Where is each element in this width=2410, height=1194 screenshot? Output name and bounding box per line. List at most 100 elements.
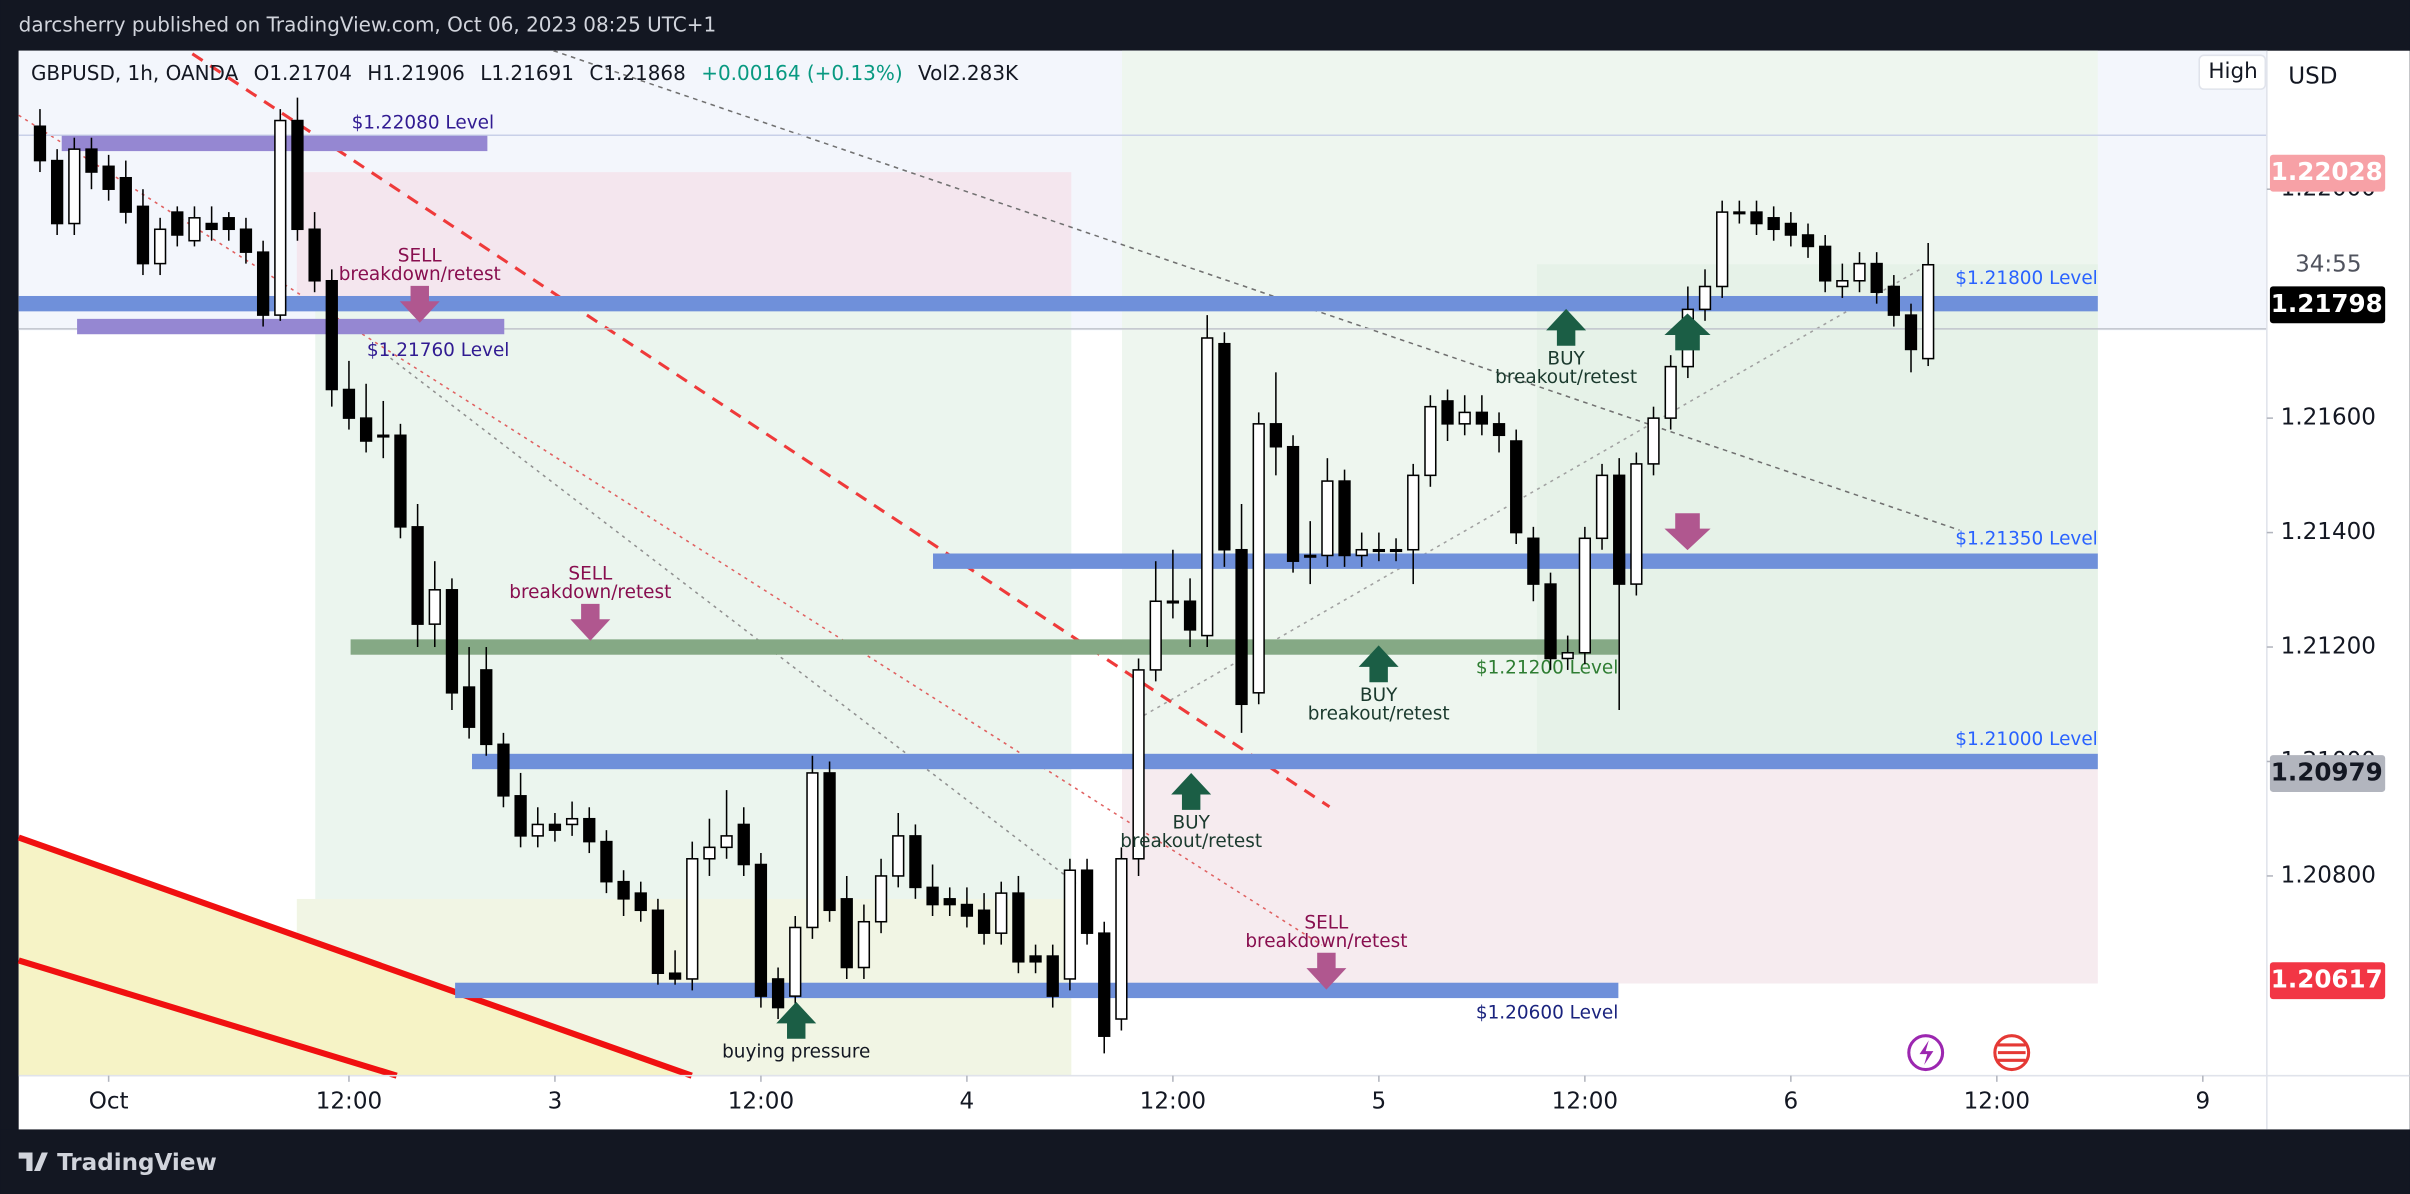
candle-body [617,880,630,900]
x-tick-label: 5 [1372,1088,1387,1114]
candle-body [1613,474,1626,585]
candle-body [205,222,218,231]
candle-body [1304,554,1317,558]
x-tick-label: 12:00 [1964,1088,2030,1114]
signal-note: breakdown/retest [339,264,501,285]
legend-item: H1.21906 [367,60,465,84]
candle-body [1767,217,1780,231]
candle-body [1389,548,1403,553]
countdown: 34:55 [2295,251,2361,277]
candle-body [600,840,613,883]
high-button[interactable] [2198,54,2267,90]
publisher-line: darcsherry published on TradingView.com,… [19,13,717,37]
level-band [18,295,2098,312]
candle-body [1647,417,1660,465]
buy-arrow [776,1001,817,1039]
sell-arrow [1664,513,1711,551]
candle-body [188,217,201,242]
candle-body [1046,955,1059,997]
footer-bar [0,1129,2410,1194]
candle-body [497,743,510,797]
legend-item: +0.00164 (+0.13%) [701,60,902,84]
price-badge [2269,154,2386,192]
y-tick-label: 1.21200 [2281,634,2376,660]
candle-body [119,176,132,213]
candle-body [926,886,939,906]
candle-body [995,892,1008,934]
candle-body [703,846,716,860]
candle-body [1819,245,1832,282]
trend-line [553,49,1960,531]
candle-body [1012,892,1025,963]
candle-body [1269,423,1283,448]
candle-body [274,119,287,316]
level-band [350,639,1619,655]
candle-body [1252,423,1265,694]
candle-body [1698,285,1712,311]
candle-body [1149,600,1162,671]
candle-body [1355,548,1368,557]
signal-note: buying pressure [722,1042,870,1063]
candle-body [1510,440,1523,534]
level-label: $1.21000 Level [1955,729,2098,750]
x-tick-label: 3 [548,1088,563,1114]
price-badge [2269,755,2386,792]
buy-arrow [1546,308,1587,346]
level-label: $1.21350 Level [1955,529,2098,550]
level-label: $1.21800 Level [1955,268,2098,289]
x-tick-label: 12:00 [1552,1088,1618,1114]
candle-body [1784,222,1797,236]
y-tick-label: 1.20800 [2281,862,2376,888]
y-tick-label: 1.21600 [2281,405,2376,431]
buy-arrow [1358,645,1399,683]
price-badge [2269,962,2386,1000]
high-button-label[interactable]: High [2208,59,2257,84]
legend-item: L1.21691 [480,60,574,84]
candle-body [1801,234,1815,248]
candle-body [1716,211,1729,288]
candle-body [686,858,699,980]
trend-line [17,957,398,1079]
candle-body [1561,651,1574,660]
symbol-legend: GBPUSD, 1h, OANDA O1.21704 H1.21906 L1.2169… [31,60,1019,84]
candle-body [239,228,253,253]
candle-body [377,434,390,438]
candle-body [222,217,235,231]
candle-body [943,898,956,906]
candle-body [583,817,596,843]
price-badge [2269,286,2386,324]
legend-item: Vol2.283K [918,60,1019,84]
price-badge-label: 1.21798 [2271,289,2383,318]
candle-body [428,589,441,625]
signal-note: breakout/retest [1308,704,1450,725]
candle-body [1750,211,1763,225]
candle-body [1578,537,1592,654]
currency[interactable]: USD [2288,63,2337,89]
candle-body [1080,869,1094,934]
candle-body [1218,342,1231,551]
signal-label: BUY [1547,349,1585,370]
signal-label: SELL [568,564,613,585]
candle-body [1544,583,1557,660]
candle-body [68,148,81,225]
level-band [455,982,1619,999]
candle-body [171,211,184,236]
candle-body [1458,411,1471,425]
price-badge-label: 1.20617 [2271,965,2383,994]
x-tick-label: 4 [960,1088,975,1114]
level-band [933,553,2098,569]
candle-body [394,434,407,528]
candle-body [1166,600,1180,604]
candle-body [1183,600,1197,631]
candle-body [308,228,321,282]
candle-body [1321,480,1334,557]
candle-body [1836,280,1849,288]
candle-body [480,669,493,746]
countdown-box [2269,246,2409,284]
legend-item: C1.21868 [589,60,686,84]
candle-body [789,926,802,997]
candle-body [1527,537,1540,585]
price-badge-label: 1.22028 [2271,157,2383,186]
event-icon [1919,1040,1934,1065]
candle-body [102,165,115,190]
